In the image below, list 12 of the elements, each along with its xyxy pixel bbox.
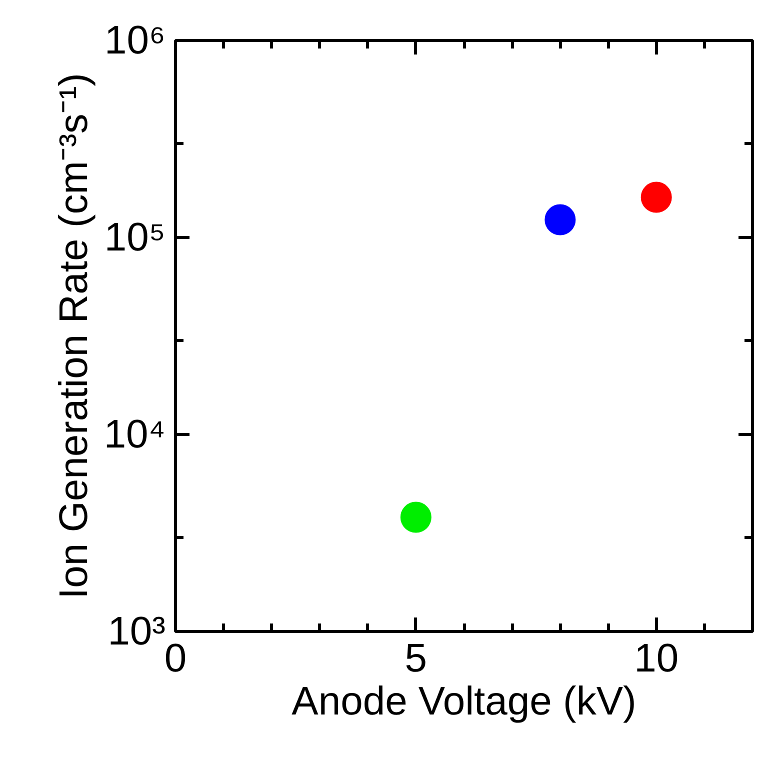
y-axis-title: Ion Generation Rate (cm⁻³s⁻¹): [52, 73, 96, 599]
y-tick-label: 10³: [108, 610, 166, 654]
x-tick-label: 5: [404, 636, 428, 680]
point: [544, 204, 576, 236]
point: [640, 182, 672, 213]
y-tick-label: 10⁵: [104, 216, 166, 260]
y-tick-label: 10⁴: [104, 412, 166, 456]
point: [400, 502, 432, 533]
x-axis-title: Anode Voltage (kV): [292, 680, 636, 724]
x-tick-label: 10: [634, 636, 679, 680]
y-tick-label: 10⁶: [104, 18, 166, 62]
x-tick-label: 0: [164, 636, 187, 680]
